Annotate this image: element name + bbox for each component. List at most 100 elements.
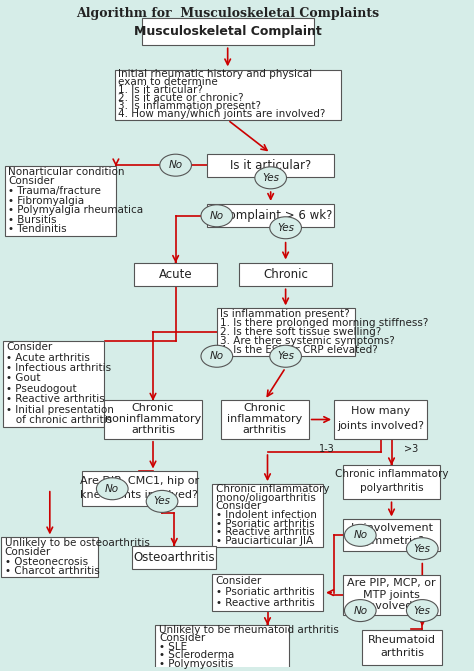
Text: • Polymyositis: • Polymyositis (159, 659, 234, 669)
FancyBboxPatch shape (362, 630, 442, 664)
Text: inflammatory: inflammatory (227, 414, 302, 424)
Text: • Trauma/fracture: • Trauma/fracture (9, 186, 101, 196)
Ellipse shape (201, 205, 233, 227)
Text: • Polymyalgia rheumatica: • Polymyalgia rheumatica (9, 205, 144, 215)
FancyBboxPatch shape (2, 341, 104, 427)
Text: • Fibromyalgia: • Fibromyalgia (9, 196, 84, 205)
Text: • Psoriatic arthritis: • Psoriatic arthritis (216, 519, 314, 529)
Text: Consider: Consider (159, 633, 205, 643)
Text: No: No (353, 606, 367, 615)
Text: Chronic inflammatory: Chronic inflammatory (216, 484, 329, 494)
Text: How many: How many (351, 406, 410, 416)
Text: Algorithm for  Musculoskeletal Complaints: Algorithm for Musculoskeletal Complaints (76, 7, 379, 20)
Text: Nonarticular condition: Nonarticular condition (9, 167, 125, 177)
FancyBboxPatch shape (5, 166, 116, 236)
Text: arthritis: arthritis (131, 425, 175, 435)
FancyBboxPatch shape (134, 263, 218, 286)
FancyBboxPatch shape (132, 546, 216, 569)
FancyBboxPatch shape (207, 204, 334, 227)
FancyBboxPatch shape (115, 70, 341, 119)
Text: • Pauciarticular JIA: • Pauciarticular JIA (216, 536, 313, 546)
Text: No: No (210, 211, 224, 221)
Text: Consider: Consider (216, 576, 262, 586)
Text: involved?: involved? (365, 601, 418, 611)
Text: 2. Is there soft tissue swelling?: 2. Is there soft tissue swelling? (220, 327, 382, 337)
Text: No: No (105, 484, 119, 494)
Text: Chronic: Chronic (132, 403, 174, 413)
Text: Are DIP, CMC1, hip or: Are DIP, CMC1, hip or (80, 476, 199, 486)
Text: • Reactive arthritis: • Reactive arthritis (216, 598, 314, 608)
Text: Consider: Consider (5, 548, 51, 557)
Text: • Tendinitis: • Tendinitis (9, 224, 67, 234)
FancyBboxPatch shape (155, 625, 289, 670)
FancyBboxPatch shape (104, 400, 201, 439)
Text: No: No (210, 351, 224, 361)
Text: • Charcot arthritis: • Charcot arthritis (5, 566, 100, 576)
FancyBboxPatch shape (334, 400, 427, 439)
FancyBboxPatch shape (212, 574, 323, 611)
Text: 1. Is there prolonged morning stiffness?: 1. Is there prolonged morning stiffness? (220, 318, 428, 328)
Text: noninflammatory: noninflammatory (105, 414, 201, 424)
Ellipse shape (270, 217, 301, 239)
Text: arthritis: arthritis (243, 425, 287, 435)
Ellipse shape (160, 154, 191, 176)
Text: No: No (169, 160, 182, 170)
Text: Consider: Consider (216, 501, 262, 511)
Text: Musculoskeletal Complaint: Musculoskeletal Complaint (134, 25, 321, 38)
Text: arthritis: arthritis (380, 648, 424, 658)
Text: 1-3: 1-3 (319, 444, 335, 454)
Text: Osteoarthritis: Osteoarthritis (134, 551, 215, 564)
Text: Is involvement: Is involvement (350, 523, 432, 533)
Text: • Reactive arthritis: • Reactive arthritis (6, 395, 105, 405)
Text: polyarthritis: polyarthritis (360, 483, 423, 493)
Text: • SLE: • SLE (159, 641, 187, 652)
FancyBboxPatch shape (221, 400, 309, 439)
Ellipse shape (345, 524, 376, 546)
Text: >3: >3 (404, 444, 418, 454)
Text: mono/oligoarthritis: mono/oligoarthritis (216, 493, 316, 503)
Text: Yes: Yes (277, 351, 294, 361)
Text: exam to determine: exam to determine (118, 77, 218, 87)
Text: Are PIP, MCP, or: Are PIP, MCP, or (347, 578, 436, 588)
Ellipse shape (406, 537, 438, 560)
Text: No: No (353, 530, 367, 540)
Ellipse shape (270, 346, 301, 367)
Text: symmetric?: symmetric? (359, 536, 424, 546)
Text: Rheumatoid: Rheumatoid (368, 635, 436, 645)
Text: Initial rheumatic history and physical: Initial rheumatic history and physical (118, 69, 312, 79)
FancyBboxPatch shape (343, 575, 440, 615)
Text: 4. How many/which joints are involved?: 4. How many/which joints are involved? (118, 109, 326, 119)
Ellipse shape (255, 167, 286, 189)
Ellipse shape (96, 478, 128, 500)
Text: of chronic arthritis: of chronic arthritis (6, 415, 112, 425)
Text: • Acute arthritis: • Acute arthritis (6, 353, 90, 362)
Text: Is complaint > 6 wk?: Is complaint > 6 wk? (209, 209, 332, 222)
Text: Unlikely to be rheumatoid arthritis: Unlikely to be rheumatoid arthritis (159, 625, 339, 635)
FancyBboxPatch shape (212, 484, 323, 547)
Text: 4. Is the ESR or CRP elevated?: 4. Is the ESR or CRP elevated? (220, 345, 378, 355)
Text: Consider: Consider (6, 342, 53, 352)
Text: • Gout: • Gout (6, 374, 41, 384)
Text: Chronic: Chronic (263, 268, 308, 281)
Text: • Scleroderma: • Scleroderma (159, 650, 234, 660)
Text: 1. Is it articular?: 1. Is it articular? (118, 85, 203, 95)
Text: Chronic inflammatory: Chronic inflammatory (335, 470, 448, 480)
Text: Yes: Yes (154, 497, 171, 507)
FancyBboxPatch shape (207, 154, 334, 177)
Text: • Osteonecrosis: • Osteonecrosis (5, 556, 88, 566)
Text: • Bursitis: • Bursitis (9, 215, 57, 225)
FancyBboxPatch shape (343, 465, 440, 499)
Text: Yes: Yes (277, 223, 294, 233)
FancyBboxPatch shape (217, 308, 355, 356)
Text: Chronic: Chronic (244, 403, 286, 413)
Text: Is inflammation present?: Is inflammation present? (220, 309, 350, 319)
Ellipse shape (406, 600, 438, 621)
Text: • Reactive arthritis: • Reactive arthritis (216, 527, 314, 537)
Ellipse shape (201, 346, 233, 367)
Text: • Indolent infection: • Indolent infection (216, 510, 317, 520)
Text: joints involved?: joints involved? (337, 421, 424, 431)
FancyBboxPatch shape (1, 537, 99, 577)
Text: • Initial presentation: • Initial presentation (6, 405, 114, 415)
Text: 3. Are there systemic symptoms?: 3. Are there systemic symptoms? (220, 336, 395, 346)
FancyBboxPatch shape (82, 472, 197, 506)
